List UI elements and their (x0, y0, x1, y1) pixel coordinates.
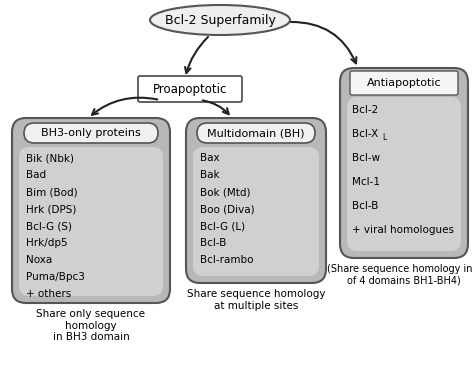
Text: + viral homologues: + viral homologues (352, 225, 454, 235)
Text: BH3-only proteins: BH3-only proteins (41, 128, 141, 138)
FancyBboxPatch shape (193, 147, 319, 276)
Text: Antiapoptotic: Antiapoptotic (367, 78, 441, 88)
Ellipse shape (150, 5, 290, 35)
Text: Bim (Bod): Bim (Bod) (26, 187, 78, 197)
FancyBboxPatch shape (12, 118, 170, 303)
FancyBboxPatch shape (350, 71, 458, 95)
Text: Bax: Bax (200, 153, 219, 163)
Text: Bcl-B: Bcl-B (200, 238, 227, 248)
FancyBboxPatch shape (138, 76, 242, 102)
FancyBboxPatch shape (186, 118, 326, 283)
FancyBboxPatch shape (19, 147, 163, 296)
Text: Proapoptotic: Proapoptotic (153, 82, 227, 96)
Text: Multidomain (BH): Multidomain (BH) (207, 128, 305, 138)
FancyBboxPatch shape (197, 123, 315, 143)
Text: Bok (Mtd): Bok (Mtd) (200, 187, 250, 197)
Text: Bik (Nbk): Bik (Nbk) (26, 153, 74, 163)
Text: Bcl-B: Bcl-B (352, 201, 378, 211)
Text: Bcl-rambo: Bcl-rambo (200, 255, 254, 265)
Text: Noxa: Noxa (26, 255, 52, 265)
Text: Bcl-X: Bcl-X (352, 129, 378, 139)
Text: Bcl-2 Superfamily: Bcl-2 Superfamily (164, 13, 275, 27)
Text: Bad: Bad (26, 170, 46, 180)
Text: Hrk (DPS): Hrk (DPS) (26, 204, 76, 214)
Text: Puma/Bpc3: Puma/Bpc3 (26, 272, 85, 282)
Text: Bcl-2: Bcl-2 (352, 105, 378, 115)
Text: Share sequence homology
at multiple sites: Share sequence homology at multiple site… (187, 289, 325, 310)
Text: Hrk/dp5: Hrk/dp5 (26, 238, 68, 248)
Text: Share only sequence
homology
in BH3 domain: Share only sequence homology in BH3 doma… (36, 309, 146, 342)
Text: Bak: Bak (200, 170, 219, 180)
FancyBboxPatch shape (347, 97, 461, 251)
Text: Boo (Diva): Boo (Diva) (200, 204, 255, 214)
Text: Bcl-G (S): Bcl-G (S) (26, 221, 72, 231)
Text: Mcl-1: Mcl-1 (352, 177, 380, 187)
Text: + others: + others (26, 289, 71, 299)
Text: (Share sequence homology in 1
of 4 domains BH1-BH4): (Share sequence homology in 1 of 4 domai… (327, 264, 474, 286)
Text: L: L (382, 133, 386, 142)
FancyBboxPatch shape (340, 68, 468, 258)
Text: Bcl-G (L): Bcl-G (L) (200, 221, 245, 231)
Text: Bcl-w: Bcl-w (352, 153, 380, 163)
FancyBboxPatch shape (24, 123, 158, 143)
